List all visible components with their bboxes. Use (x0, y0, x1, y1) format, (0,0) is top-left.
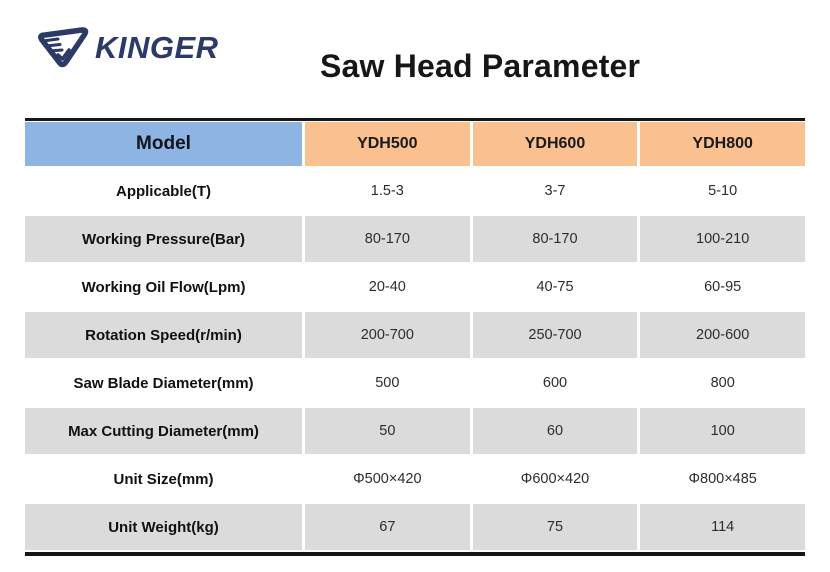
cell-working-pressure-ydh600: 80-170 (472, 216, 638, 262)
cell-rotation-speed-ydh600: 250-700 (472, 312, 638, 358)
column-header-ydh600: YDH600 (472, 122, 638, 166)
row-label-unit-weight: Unit Weight(kg) (25, 504, 302, 550)
row-label-working-oil-flow: Working Oil Flow(Lpm) (25, 264, 302, 310)
cell-max-cutting-diameter-ydh600: 60 (472, 408, 638, 454)
table-grid: Model YDH500 YDH600 YDH800 Applicable(T)… (25, 121, 805, 550)
column-header-model: Model (25, 122, 302, 166)
cell-max-cutting-diameter-ydh500: 50 (305, 408, 470, 454)
cell-rotation-speed-ydh800: 200-600 (640, 312, 805, 358)
cell-working-oil-flow-ydh800: 60-95 (640, 264, 805, 310)
row-label-rotation-speed: Rotation Speed(r/min) (25, 312, 302, 358)
kinger-logo-icon (36, 24, 90, 72)
kinger-logo: KINGER (36, 24, 219, 72)
cell-unit-size-ydh600: Φ600×420 (472, 456, 638, 502)
cell-max-cutting-diameter-ydh800: 100 (640, 408, 805, 454)
cell-applicable-ydh500: 1.5-3 (305, 168, 470, 214)
brand-name: KINGER (95, 30, 219, 65)
cell-working-pressure-ydh500: 80-170 (305, 216, 470, 262)
row-label-saw-blade-diameter: Saw Blade Diameter(mm) (25, 360, 302, 406)
cell-saw-blade-diameter-ydh600: 600 (472, 360, 638, 406)
saw-head-parameter-table: Model YDH500 YDH600 YDH800 Applicable(T)… (25, 118, 805, 556)
cell-unit-size-ydh800: Φ800×485 (640, 456, 805, 502)
cell-applicable-ydh800: 5-10 (640, 168, 805, 214)
page-header: KINGER Saw Head Parameter (0, 0, 830, 118)
page-title: Saw Head Parameter (320, 48, 641, 84)
cell-working-pressure-ydh800: 100-210 (640, 216, 805, 262)
cell-saw-blade-diameter-ydh500: 500 (305, 360, 470, 406)
cell-working-oil-flow-ydh600: 40-75 (472, 264, 638, 310)
cell-rotation-speed-ydh500: 200-700 (305, 312, 470, 358)
row-label-max-cutting-diameter: Max Cutting Diameter(mm) (25, 408, 302, 454)
cell-unit-size-ydh500: Φ500×420 (305, 456, 470, 502)
row-label-working-pressure: Working Pressure(Bar) (25, 216, 302, 262)
row-label-applicable: Applicable(T) (25, 168, 302, 214)
column-header-ydh500: YDH500 (305, 122, 470, 166)
cell-unit-weight-ydh800: 114 (640, 504, 805, 550)
cell-unit-weight-ydh500: 67 (305, 504, 470, 550)
column-header-ydh800: YDH800 (640, 122, 805, 166)
row-label-unit-size: Unit Size(mm) (25, 456, 302, 502)
table-bottom-double-rule (25, 552, 805, 556)
cell-applicable-ydh600: 3-7 (472, 168, 638, 214)
cell-working-oil-flow-ydh500: 20-40 (305, 264, 470, 310)
cell-saw-blade-diameter-ydh800: 800 (640, 360, 805, 406)
cell-unit-weight-ydh600: 75 (472, 504, 638, 550)
